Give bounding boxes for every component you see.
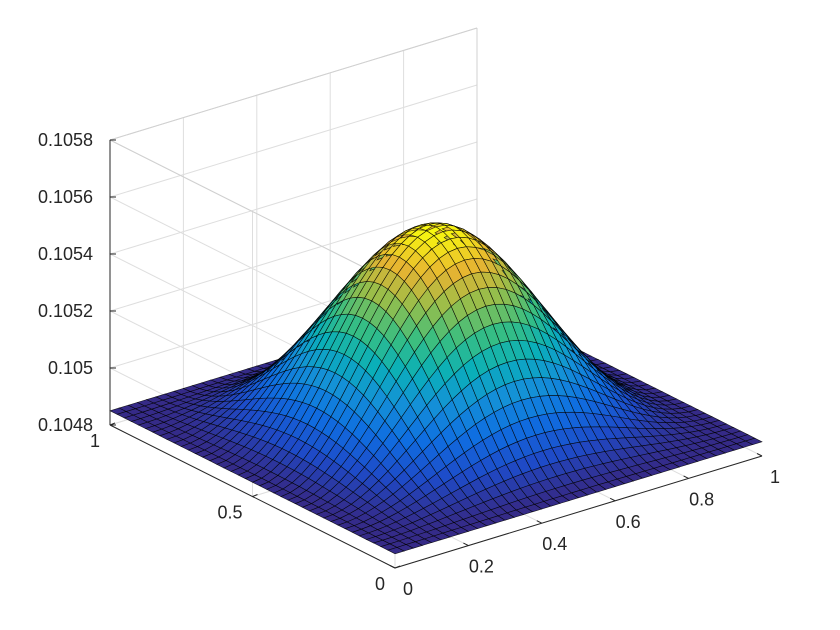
x-tick-label: 0	[403, 579, 413, 599]
surface-mesh	[109, 222, 763, 555]
x-tick	[756, 453, 763, 457]
z-tick-label: 0.1056	[38, 187, 93, 207]
x-tick	[683, 475, 689, 479]
axis-lines	[109, 139, 763, 569]
x-tick	[463, 542, 469, 547]
x-tick	[389, 565, 396, 569]
x-tick-label: 1	[770, 467, 780, 487]
x-tick-label: 0.8	[689, 489, 714, 509]
x-tick-label: 0.2	[469, 557, 494, 577]
x-axis-line	[394, 455, 763, 569]
z-tick-label: 0.105	[48, 358, 93, 378]
x-tick	[536, 520, 543, 524]
tick-labels: 00.20.40.60.8100.510.10480.1050.10520.10…	[38, 130, 780, 599]
box-edge	[109, 139, 396, 284]
x-tick-label: 0.6	[616, 512, 641, 532]
z-tick-label: 0.1054	[38, 244, 93, 264]
x-tick	[609, 497, 616, 502]
z-tick-label: 0.1052	[38, 301, 93, 321]
z-tick-label: 0.1048	[38, 415, 93, 435]
surface-patch	[744, 437, 763, 445]
y-tick	[394, 565, 401, 569]
x-tick-label: 0.4	[542, 534, 567, 554]
y-tick-label: 1	[90, 431, 100, 451]
y-tick-label: 0.5	[217, 503, 242, 523]
y-tick	[252, 494, 258, 497]
z-tick-label: 0.1058	[38, 130, 93, 150]
box-edge	[109, 27, 478, 141]
y-tick-label: 0	[375, 574, 385, 594]
